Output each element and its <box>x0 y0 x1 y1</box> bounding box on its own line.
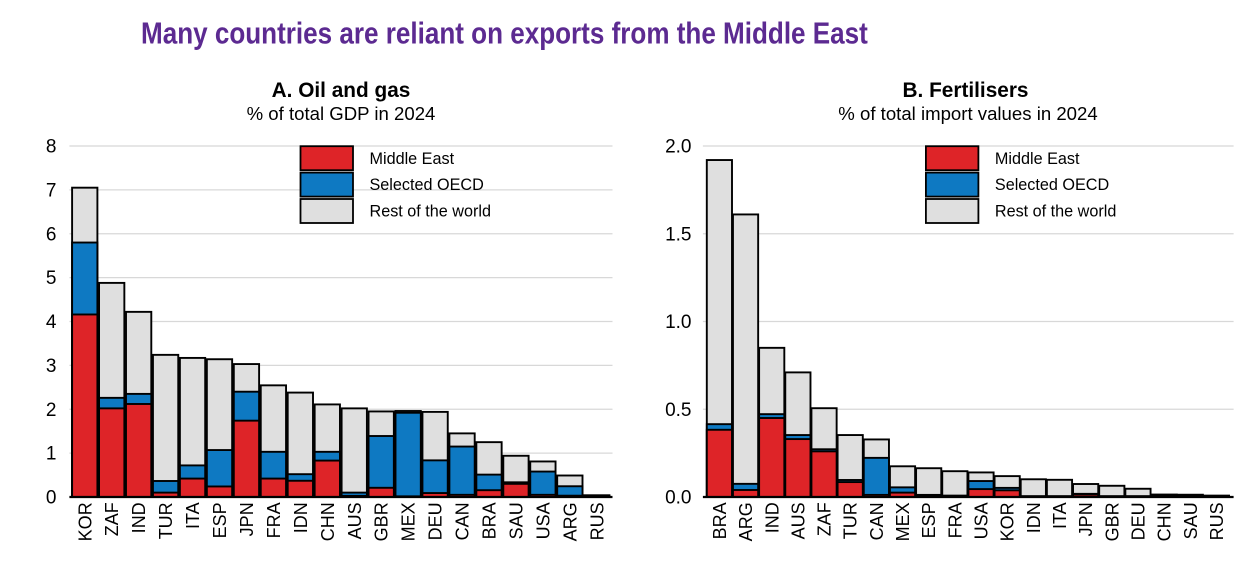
svg-text:ARG: ARG <box>736 502 756 541</box>
svg-text:7: 7 <box>46 180 57 201</box>
svg-text:1: 1 <box>46 444 57 465</box>
svg-text:% of total import values in 20: % of total import values in 2024 <box>838 103 1097 124</box>
svg-text:TUR: TUR <box>156 502 176 539</box>
svg-text:0.0: 0.0 <box>665 488 691 509</box>
svg-text:BRA: BRA <box>710 502 730 539</box>
svg-text:AUS: AUS <box>345 502 365 539</box>
svg-text:0: 0 <box>46 488 57 509</box>
svg-text:A. Oil and gas: A. Oil and gas <box>272 79 411 102</box>
svg-text:CAN: CAN <box>867 502 887 540</box>
svg-text:IND: IND <box>762 502 782 533</box>
svg-text:USA: USA <box>533 502 553 539</box>
svg-text:ITA: ITA <box>1050 502 1070 529</box>
svg-text:ZAF: ZAF <box>102 502 122 536</box>
svg-text:TUR: TUR <box>841 502 861 539</box>
svg-text:4: 4 <box>46 312 57 333</box>
svg-text:% of total GDP in 2024: % of total GDP in 2024 <box>247 103 436 124</box>
svg-text:Rest of the world: Rest of the world <box>370 203 491 221</box>
svg-text:1.5: 1.5 <box>665 224 691 245</box>
svg-text:JPN: JPN <box>237 502 257 536</box>
svg-text:KOR: KOR <box>75 502 95 541</box>
svg-text:Selected OECD: Selected OECD <box>995 176 1109 194</box>
svg-text:CAN: CAN <box>453 502 473 540</box>
svg-text:Middle East: Middle East <box>370 150 455 168</box>
svg-text:IDN: IDN <box>291 502 311 533</box>
svg-text:ZAF: ZAF <box>815 502 835 536</box>
svg-text:JPN: JPN <box>1076 502 1096 536</box>
svg-text:2.0: 2.0 <box>665 137 691 158</box>
svg-text:USA: USA <box>972 502 992 539</box>
svg-text:ESP: ESP <box>210 502 230 538</box>
svg-text:1.0: 1.0 <box>665 312 691 333</box>
svg-text:Selected OECD: Selected OECD <box>370 176 484 194</box>
svg-text:6: 6 <box>46 224 57 245</box>
svg-text:Rest of the world: Rest of the world <box>995 203 1116 221</box>
svg-text:DEU: DEU <box>426 502 446 540</box>
svg-text:GBR: GBR <box>372 502 392 541</box>
svg-text:2: 2 <box>46 400 57 421</box>
svg-text:8: 8 <box>46 137 57 158</box>
svg-text:DEU: DEU <box>1129 502 1149 540</box>
svg-text:FRA: FRA <box>264 502 284 538</box>
svg-text:AUS: AUS <box>788 502 808 539</box>
svg-text:Middle East: Middle East <box>995 150 1080 168</box>
svg-text:MEX: MEX <box>399 502 419 541</box>
svg-text:CHN: CHN <box>318 502 338 541</box>
svg-text:5: 5 <box>46 268 57 289</box>
svg-text:RUS: RUS <box>1207 502 1227 540</box>
svg-text:MEX: MEX <box>893 502 913 541</box>
svg-text:ARG: ARG <box>560 502 580 541</box>
svg-text:GBR: GBR <box>1102 502 1122 541</box>
svg-text:CHN: CHN <box>1155 502 1175 541</box>
svg-text:Many countries are reliant on: Many countries are reliant on exports fr… <box>141 16 868 51</box>
svg-text:ESP: ESP <box>919 502 939 538</box>
svg-text:BRA: BRA <box>480 502 500 539</box>
svg-text:RUS: RUS <box>587 502 607 540</box>
svg-text:IND: IND <box>129 502 149 533</box>
svg-text:0.5: 0.5 <box>665 400 691 421</box>
svg-text:B. Fertilisers: B. Fertilisers <box>903 79 1029 102</box>
svg-text:SAU: SAU <box>1181 502 1201 539</box>
svg-text:KOR: KOR <box>998 502 1018 541</box>
svg-text:ITA: ITA <box>183 502 203 529</box>
svg-text:3: 3 <box>46 356 57 377</box>
svg-text:IDN: IDN <box>1024 502 1044 533</box>
svg-text:SAU: SAU <box>507 502 527 539</box>
svg-text:FRA: FRA <box>945 502 965 538</box>
